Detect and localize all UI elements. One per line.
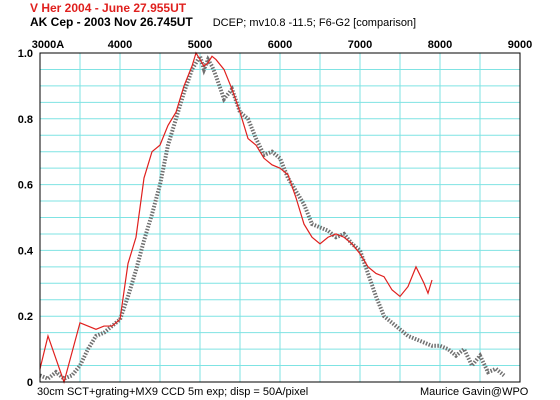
- series-v-her: [39, 51, 433, 385]
- y-tick-label: 0.6: [18, 180, 33, 192]
- footer-credit: Maurice Gavin@WPO: [420, 386, 529, 398]
- grid: [40, 53, 520, 382]
- x-tick-label: 6000: [268, 39, 292, 51]
- chart-title-black: AK Cep - 2003 Nov 26.745UT DCEP; mv10.8 -…: [30, 15, 416, 29]
- y-tick-label: 0.8: [18, 114, 33, 126]
- chart-title-red: V Her 2004 - June 27.955UT: [30, 1, 187, 15]
- x-tick-label: 5000: [188, 39, 212, 51]
- series-layer: [39, 51, 506, 385]
- x-tick-label: 9000: [508, 39, 532, 51]
- y-tick-label: 0.4: [18, 245, 34, 257]
- plot-frame: [39, 52, 521, 383]
- x-tick-label: 3000A: [32, 39, 64, 51]
- x-tick-label: 4000: [108, 39, 132, 51]
- footer-equipment: 30cm SCT+grating+MX9 CCD 5m exp; disp = …: [37, 386, 309, 398]
- chart-subtitle: DCEP; mv10.8 -11.5; F6-G2 [comparison]: [212, 17, 417, 29]
- y-tick-label: 0.2: [18, 311, 33, 323]
- y-tick-label: 1.0: [18, 48, 33, 60]
- title-black-text: AK Cep - 2003 Nov 26.745UT: [30, 15, 193, 29]
- y-tick-label: 0: [27, 377, 33, 389]
- tick-labels: 3000A 4000 5000 6000 7000 8000 9000 0 0.2 0.4 0.6 0…: [18, 39, 533, 389]
- x-tick-label: 8000: [428, 39, 452, 51]
- x-tick-label: 7000: [348, 39, 372, 51]
- series-ak-cep: [39, 51, 506, 382]
